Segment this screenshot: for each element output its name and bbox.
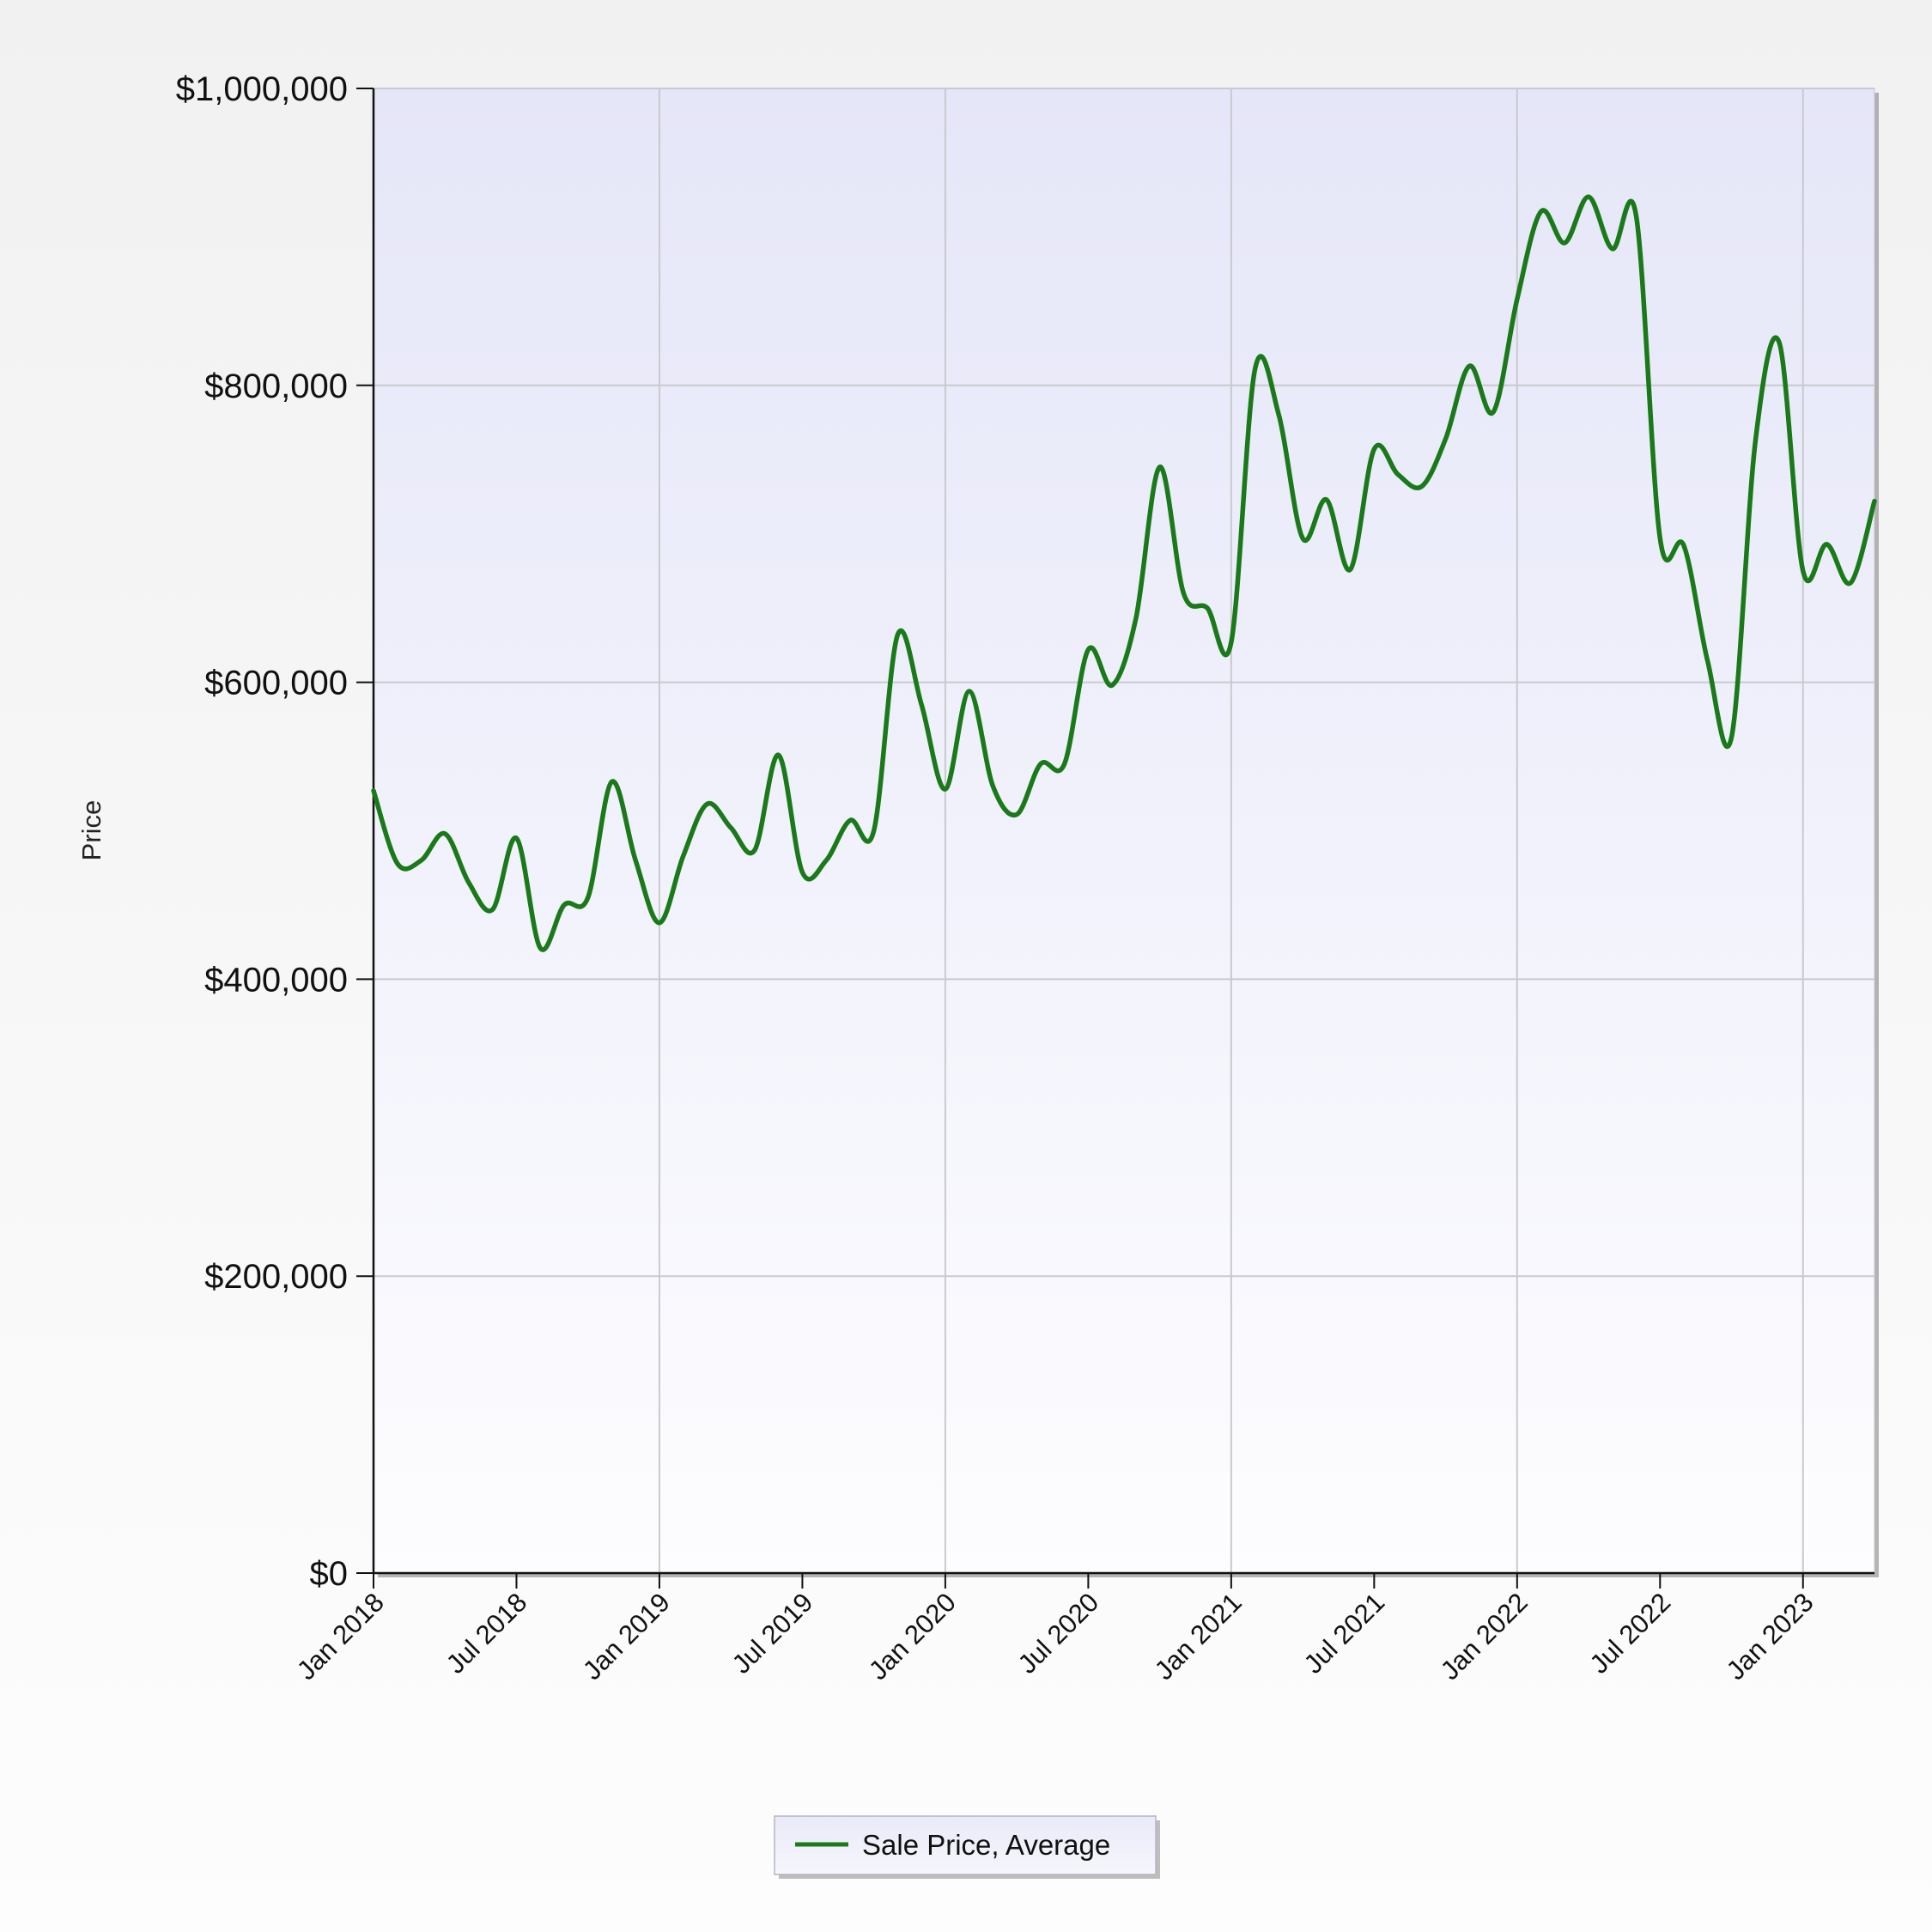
x-tick-label: Jan 2021 <box>1149 1587 1248 1686</box>
x-tick-label: Jul 2020 <box>1012 1587 1105 1680</box>
x-tick-label: Jan 2020 <box>863 1587 962 1686</box>
plot-area <box>373 88 1875 1574</box>
legend: Sale Price, Average <box>774 1815 1160 1879</box>
series-line <box>371 194 1877 952</box>
series-layer <box>371 194 1877 952</box>
x-tick-label: Jul 2018 <box>440 1587 533 1680</box>
x-tick-label: Jul 2022 <box>1584 1587 1677 1680</box>
vertical-gridlines <box>658 88 1804 1573</box>
y-tick-label: $200,000 <box>204 1258 348 1296</box>
legend-label: Sale Price, Average <box>862 1829 1110 1861</box>
x-tick-label: Jan 2018 <box>291 1587 390 1686</box>
y-tick-label: $800,000 <box>204 368 348 405</box>
y-tick-label: $600,000 <box>204 665 348 702</box>
x-tick-label: Jan 2019 <box>577 1587 676 1686</box>
x-tick-label: Jul 2021 <box>1298 1587 1391 1680</box>
x-axis-ticks: Jan 2018 Jul 2018 Jan 2019 Jul 2019 Jan 2020… <box>291 1573 1820 1686</box>
x-tick-label: Jan 2023 <box>1721 1587 1820 1686</box>
x-tick-label: Jul 2019 <box>726 1587 819 1680</box>
horizontal-gridlines <box>374 88 1874 1278</box>
y-tick-label: $0 <box>310 1555 349 1593</box>
x-tick-label: Jan 2022 <box>1435 1587 1534 1686</box>
y-tick-label: $1,000,000 <box>176 70 348 108</box>
y-tick-label: $400,000 <box>204 961 348 999</box>
y-axis-title: Price <box>76 800 106 861</box>
y-axis-ticks: $0 $200,000 $400,000 $600,000 $800,000 $1,000… <box>176 70 374 1593</box>
